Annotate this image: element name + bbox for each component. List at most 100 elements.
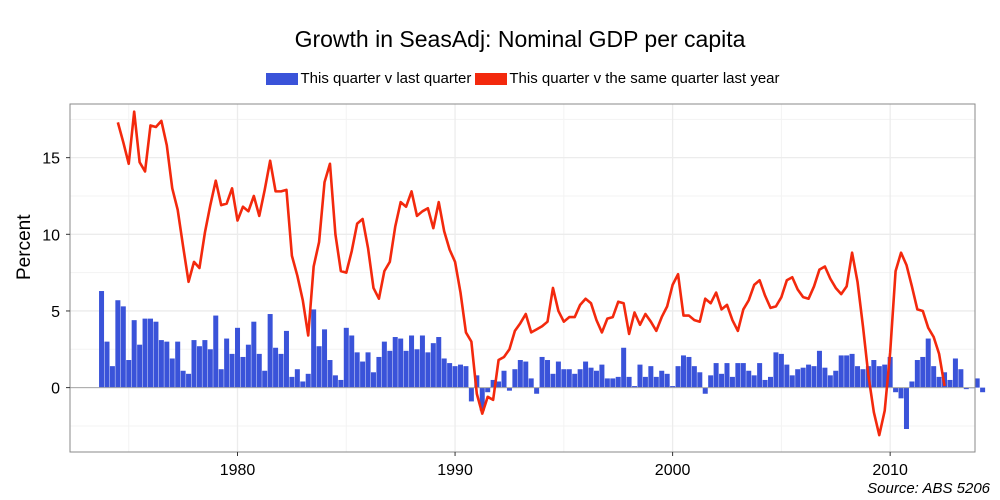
bar-mark xyxy=(599,364,605,388)
bar-mark xyxy=(300,381,306,388)
bar-mark xyxy=(142,318,148,388)
bar-mark xyxy=(844,355,850,388)
bar-mark xyxy=(653,376,659,388)
bar-mark xyxy=(822,367,828,388)
bar-mark xyxy=(686,356,692,388)
bar-mark xyxy=(827,375,833,388)
legend-item-line: This quarter v the same quarter last yea… xyxy=(475,70,780,87)
bar-mark xyxy=(789,375,795,388)
line-series-annual xyxy=(116,110,946,437)
bar-mark xyxy=(131,320,137,388)
bar-mark xyxy=(441,358,447,388)
bar-mark xyxy=(273,347,279,388)
bar-mark xyxy=(376,356,382,388)
bar-mark xyxy=(360,361,366,388)
bar-mark xyxy=(191,340,197,388)
bar-mark xyxy=(245,344,251,388)
bar-mark xyxy=(256,353,262,388)
bar-mark xyxy=(409,335,415,388)
bar-mark xyxy=(626,376,632,388)
legend-swatch-bar xyxy=(266,72,299,85)
bar-mark xyxy=(332,375,338,388)
bar-mark xyxy=(164,341,170,388)
bar-mark xyxy=(512,369,518,388)
bar-mark xyxy=(485,387,491,393)
bar-mark xyxy=(414,349,420,388)
bar-mark xyxy=(670,386,676,388)
bar-mark xyxy=(632,386,638,388)
bar-mark xyxy=(680,355,686,388)
bar-mark xyxy=(566,369,572,388)
bar-mark xyxy=(115,300,121,388)
bar-mark xyxy=(229,353,235,388)
bar-mark xyxy=(365,352,371,388)
bar-mark xyxy=(713,363,719,388)
bar-mark xyxy=(833,370,839,388)
bar-mark xyxy=(615,376,621,388)
bar-mark xyxy=(648,366,654,388)
legend-item-bar: This quarter v last quarter xyxy=(266,70,471,87)
bar-mark xyxy=(468,387,474,402)
bar-mark xyxy=(920,356,926,388)
bar-mark xyxy=(898,387,904,399)
bar-mark xyxy=(452,366,458,388)
bar-mark xyxy=(963,387,969,390)
bar-mark xyxy=(186,373,192,388)
bar-mark xyxy=(251,321,257,388)
source-note: Source: ABS 5206 xyxy=(867,480,990,497)
bar-mark xyxy=(327,360,333,388)
bar-mark xyxy=(523,361,529,388)
bar-mark xyxy=(621,347,627,388)
bar-mark xyxy=(147,318,153,388)
bar-mark xyxy=(457,364,464,388)
bar-mark xyxy=(855,366,861,388)
bar-mark xyxy=(425,352,431,388)
bar-mark xyxy=(479,387,485,411)
bar-mark xyxy=(952,358,958,388)
bar-mark xyxy=(604,378,610,388)
bar-mark xyxy=(816,350,822,388)
bar-mark xyxy=(120,306,126,388)
bar-mark xyxy=(490,379,496,388)
bar-mark xyxy=(207,349,213,388)
bar-mark xyxy=(316,346,322,388)
legend-label-bar: This quarter v last quarter xyxy=(300,70,472,87)
bar-mark xyxy=(691,366,697,388)
bar-mark xyxy=(947,379,953,388)
x-tick-label: 2010 xyxy=(872,462,908,479)
bar-mark xyxy=(773,352,779,388)
bar-mark xyxy=(610,378,616,388)
bar-mark xyxy=(719,373,725,388)
bar-mark xyxy=(876,366,882,388)
bar-mark xyxy=(517,360,523,388)
bar-mark xyxy=(235,327,241,388)
bar-mark xyxy=(784,364,790,388)
bar-mark xyxy=(572,373,578,388)
bar-mark xyxy=(702,387,708,394)
bar-mark xyxy=(311,309,317,388)
bar-mark xyxy=(539,356,545,388)
bar-mark xyxy=(751,375,757,388)
bar-mark xyxy=(289,376,295,388)
bar-mark xyxy=(795,369,801,388)
bar-mark xyxy=(267,314,273,388)
bar-mark xyxy=(588,367,594,388)
bar-mark xyxy=(849,353,855,388)
bar-mark xyxy=(545,360,551,388)
bar-mark xyxy=(561,369,567,388)
bar-mark xyxy=(729,376,735,388)
bar-mark xyxy=(506,387,512,391)
y-tick-label: 0 xyxy=(51,381,60,398)
bar-mark xyxy=(354,352,360,388)
bar-mark xyxy=(974,378,980,388)
bar-mark xyxy=(893,387,899,393)
bar-mark xyxy=(294,369,300,388)
bar-mark xyxy=(675,366,681,388)
bar-mark xyxy=(762,379,768,388)
bar-mark xyxy=(931,366,937,388)
bar-mark xyxy=(240,356,246,388)
y-tick-label: 15 xyxy=(42,151,60,168)
bar-mark xyxy=(768,376,774,388)
bar-mark xyxy=(99,291,105,388)
bar-mark xyxy=(664,373,670,388)
